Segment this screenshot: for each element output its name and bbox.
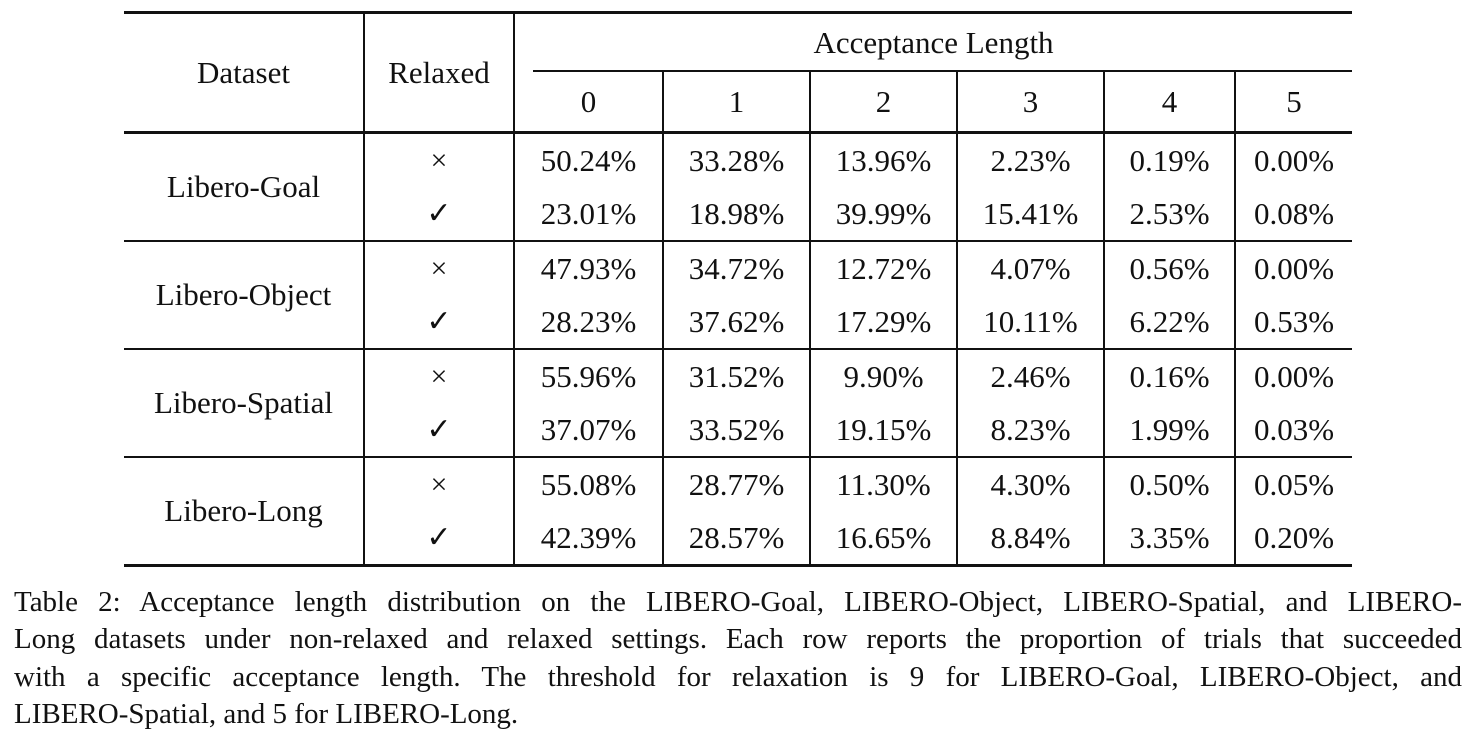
percentage-value: 28.57% [662,511,810,566]
percentage-value: 37.62% [662,295,810,349]
column-header-length-5: 5 [1234,72,1352,133]
percentage-value: 9.90% [809,349,957,403]
percentage-value: 33.28% [662,132,810,187]
percentage-value: 50.24% [513,132,663,187]
percentage-value: 0.53% [1234,295,1352,349]
percentage-value: 17.29% [809,295,957,349]
percentage-value: 0.00% [1234,132,1352,187]
percentage-value: 23.01% [513,187,663,241]
table-row: Libero-Goal × 50.24% 33.28% 13.96% 2.23% 0.19%… [124,132,1352,204]
percentage-value: 0.00% [1234,241,1352,295]
percentage-value: 28.23% [513,295,663,349]
percentage-value: 2.23% [956,132,1104,187]
percentage-value: 8.23% [956,403,1104,457]
dataset-group: Libero-Object × 47.93% 34.72% 12.72% 4.07% 0.5… [124,241,1352,349]
table-row: Libero-Long × 55.08% 28.77% 11.30% 4.30% 0.50%… [124,457,1352,528]
percentage-value: 11.30% [809,457,957,511]
percentage-value: 47.93% [513,241,663,295]
column-header-acceptance-length: Acceptance Length [513,12,1352,72]
percentage-value: 39.99% [809,187,957,241]
relaxed-cross-icon: × [363,457,514,511]
percentage-value: 0.05% [1234,457,1352,511]
percentage-value: 34.72% [662,241,810,295]
relaxed-cross-icon: × [363,241,514,295]
percentage-value: 42.39% [513,511,663,566]
percentage-value: 31.52% [662,349,810,403]
dataset-group: Libero-Long × 55.08% 28.77% 11.30% 4.30% 0.50%… [124,457,1352,566]
column-header-dataset: Dataset [197,54,290,90]
percentage-value: 0.20% [1234,511,1352,566]
relaxed-cross-icon: × [363,349,514,403]
percentage-value: 0.08% [1234,187,1352,241]
column-header-length-2: 2 [809,72,957,133]
percentage-value: 10.11% [956,295,1104,349]
cmidrule [533,70,1352,72]
table-row: ✓ 37.07% 33.52% 19.15% 8.23% 1.99% 0.03% [124,403,1352,457]
percentage-value: 15.41% [956,187,1104,241]
percentage-value: 1.99% [1103,403,1235,457]
percentage-value: 3.35% [1103,511,1235,566]
relaxed-cross-icon: × [363,132,514,187]
column-header-relaxed: Relaxed [363,12,514,133]
dataset-name: Libero-Object [155,277,332,312]
percentage-value: 2.53% [1103,187,1235,241]
percentage-value: 33.52% [662,403,810,457]
dataset-name: Libero-Goal [166,169,321,204]
percentage-value: 0.00% [1234,349,1352,403]
percentage-value: 37.07% [513,403,663,457]
table-row: Libero-Spatial × 55.96% 31.52% 9.90% 2.46% 0.1… [124,349,1352,420]
column-header-length-0: 0 [513,72,663,133]
caption-line: LIBERO-Spatial, and 5 for LIBERO-Long. [14,698,519,731]
relaxed-check-icon: ✓ [363,295,514,349]
percentage-value: 0.03% [1234,403,1352,457]
caption-line: with a specific acceptance length. The t… [14,660,1462,693]
table-caption: Table 2: Acceptance length distribution … [14,584,1462,734]
percentage-value: 12.72% [809,241,957,295]
percentage-value: 8.84% [956,511,1104,566]
dataset-name: Libero-Spatial [153,385,334,420]
table-row: Libero-Object × 47.93% 34.72% 12.72% 4.07% 0.5… [124,241,1352,312]
table-row: ✓ 42.39% 28.57% 16.65% 8.84% 3.35% 0.20% [124,511,1352,566]
relaxed-check-icon: ✓ [363,187,514,241]
percentage-value: 55.96% [513,349,663,403]
percentage-value: 0.19% [1103,132,1235,187]
percentage-value: 0.16% [1103,349,1235,403]
percentage-value: 0.50% [1103,457,1235,511]
caption-line: Long datasets under non-relaxed and rela… [14,623,1462,656]
column-header-length-4: 4 [1103,72,1235,133]
column-header-length-1: 1 [662,72,810,133]
dataset-group: Libero-Goal × 50.24% 33.28% 13.96% 2.23% 0.19%… [124,132,1352,241]
percentage-value: 19.15% [809,403,957,457]
percentage-value: 28.77% [662,457,810,511]
percentage-value: 13.96% [809,132,957,187]
column-header-length-3: 3 [956,72,1104,133]
percentage-value: 2.46% [956,349,1104,403]
percentage-value: 55.08% [513,457,663,511]
dataset-group: Libero-Spatial × 55.96% 31.52% 9.90% 2.46% 0.1… [124,349,1352,457]
dataset-name: Libero-Long [164,493,323,528]
percentage-value: 0.56% [1103,241,1235,295]
percentage-value: 6.22% [1103,295,1235,349]
table-row: ✓ 23.01% 18.98% 39.99% 15.41% 2.53% 0.08% [124,187,1352,241]
relaxed-check-icon: ✓ [363,511,514,566]
relaxed-check-icon: ✓ [363,403,514,457]
percentage-value: 16.65% [809,511,957,566]
header-row-top: Dataset Relaxed Acceptance Length [124,12,1352,133]
table-row: ✓ 28.23% 37.62% 17.29% 10.11% 6.22% 0.53% [124,295,1352,349]
caption-line: Table 2: Acceptance length distribution … [14,586,1462,618]
acceptance-length-label: Acceptance Length [813,25,1054,60]
percentage-value: 4.30% [956,457,1104,511]
percentage-value: 18.98% [662,187,810,241]
percentage-value: 4.07% [956,241,1104,295]
